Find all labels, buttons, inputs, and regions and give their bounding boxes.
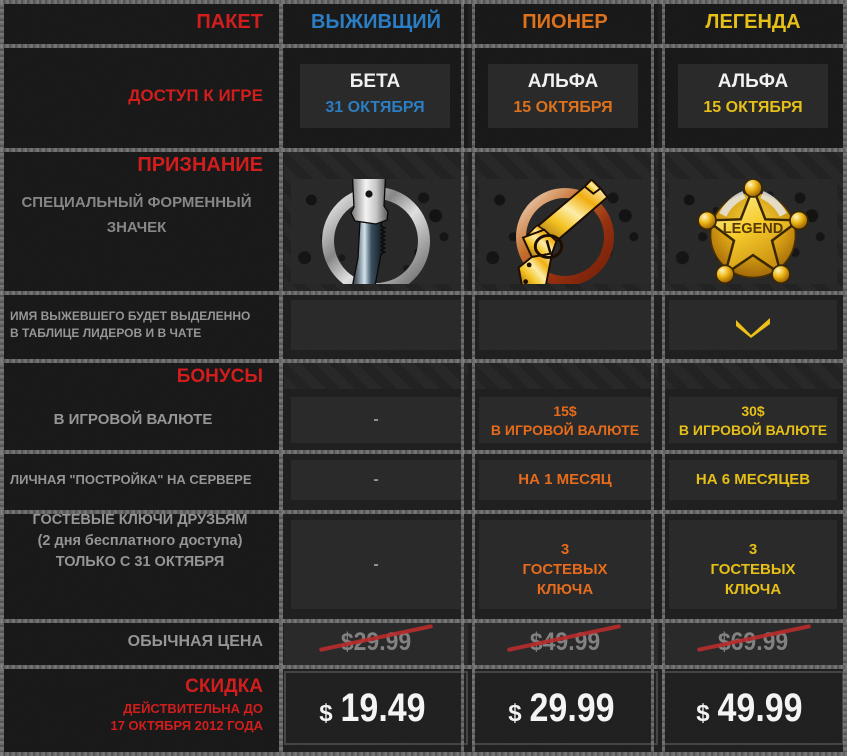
svg-text:LEGEND: LEGEND [723, 221, 784, 237]
